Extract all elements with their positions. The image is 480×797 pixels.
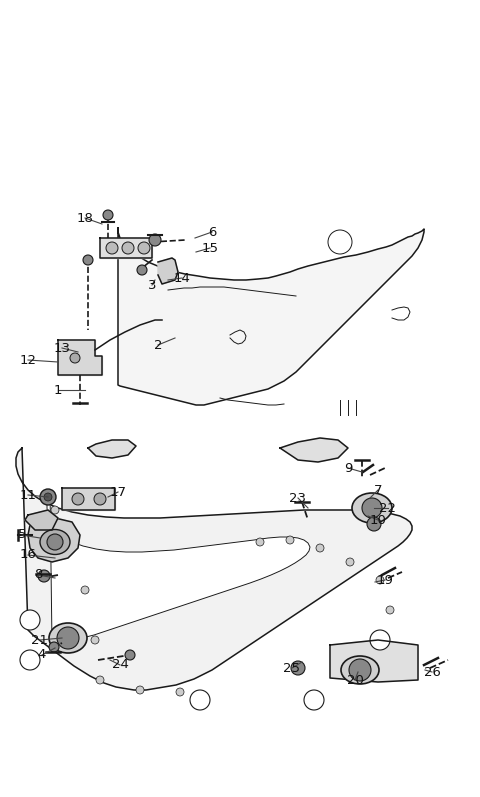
Text: 17: 17 [109,485,127,498]
Polygon shape [330,640,418,682]
Text: 20: 20 [347,673,363,686]
Circle shape [49,642,59,652]
Text: 13: 13 [53,341,71,355]
Circle shape [47,534,63,550]
Circle shape [83,255,93,265]
Text: 3: 3 [148,278,156,292]
Circle shape [370,630,390,650]
Text: 25: 25 [284,662,300,674]
Circle shape [44,493,52,501]
Circle shape [136,686,144,694]
Ellipse shape [49,623,87,653]
Circle shape [66,544,74,552]
Text: 1: 1 [54,383,62,396]
Polygon shape [88,440,136,458]
Circle shape [362,498,382,518]
Circle shape [386,606,394,614]
Circle shape [381,646,389,654]
Circle shape [304,690,324,710]
Circle shape [316,544,324,552]
Circle shape [20,610,40,630]
Circle shape [38,570,50,582]
Circle shape [176,688,184,696]
Text: 4: 4 [38,649,46,662]
Text: 12: 12 [20,354,36,367]
Circle shape [346,558,354,566]
Circle shape [349,659,371,681]
Text: 7: 7 [374,484,382,497]
Circle shape [57,627,79,649]
Circle shape [70,353,80,363]
Text: 8: 8 [34,568,42,582]
Text: 22: 22 [380,501,396,515]
Circle shape [122,242,134,254]
Text: 15: 15 [202,241,218,254]
Text: 23: 23 [289,492,307,505]
Circle shape [376,576,384,584]
Polygon shape [280,438,348,462]
Circle shape [190,690,210,710]
Circle shape [72,493,84,505]
Circle shape [149,234,161,246]
Circle shape [103,210,113,220]
Polygon shape [62,488,115,510]
Text: 9: 9 [344,461,352,474]
Text: 10: 10 [370,513,386,527]
Ellipse shape [40,529,70,555]
Text: 24: 24 [111,658,129,672]
Circle shape [40,489,56,505]
Text: 26: 26 [423,665,441,678]
Polygon shape [25,510,58,530]
Polygon shape [58,340,102,375]
Circle shape [106,242,118,254]
Polygon shape [118,228,424,405]
Circle shape [51,506,59,514]
Text: 21: 21 [32,634,48,646]
Circle shape [94,493,106,505]
Circle shape [125,650,135,660]
Circle shape [81,586,89,594]
Circle shape [286,536,294,544]
Text: 11: 11 [20,489,36,501]
Circle shape [91,636,99,644]
Text: 5: 5 [18,528,26,541]
Circle shape [96,676,104,684]
Text: 6: 6 [208,226,216,238]
Text: 18: 18 [77,211,94,225]
Polygon shape [158,258,178,284]
Text: 2: 2 [154,339,162,351]
Text: 16: 16 [20,548,36,562]
Ellipse shape [341,656,379,684]
Polygon shape [47,490,310,644]
Polygon shape [100,238,152,258]
Circle shape [137,265,147,275]
Circle shape [138,242,150,254]
Circle shape [367,517,381,531]
Circle shape [291,661,305,675]
Polygon shape [28,518,80,562]
Polygon shape [16,448,412,690]
Text: 14: 14 [174,272,191,285]
Ellipse shape [352,493,392,523]
Circle shape [20,650,40,670]
Circle shape [256,538,264,546]
Text: 19: 19 [377,574,394,587]
